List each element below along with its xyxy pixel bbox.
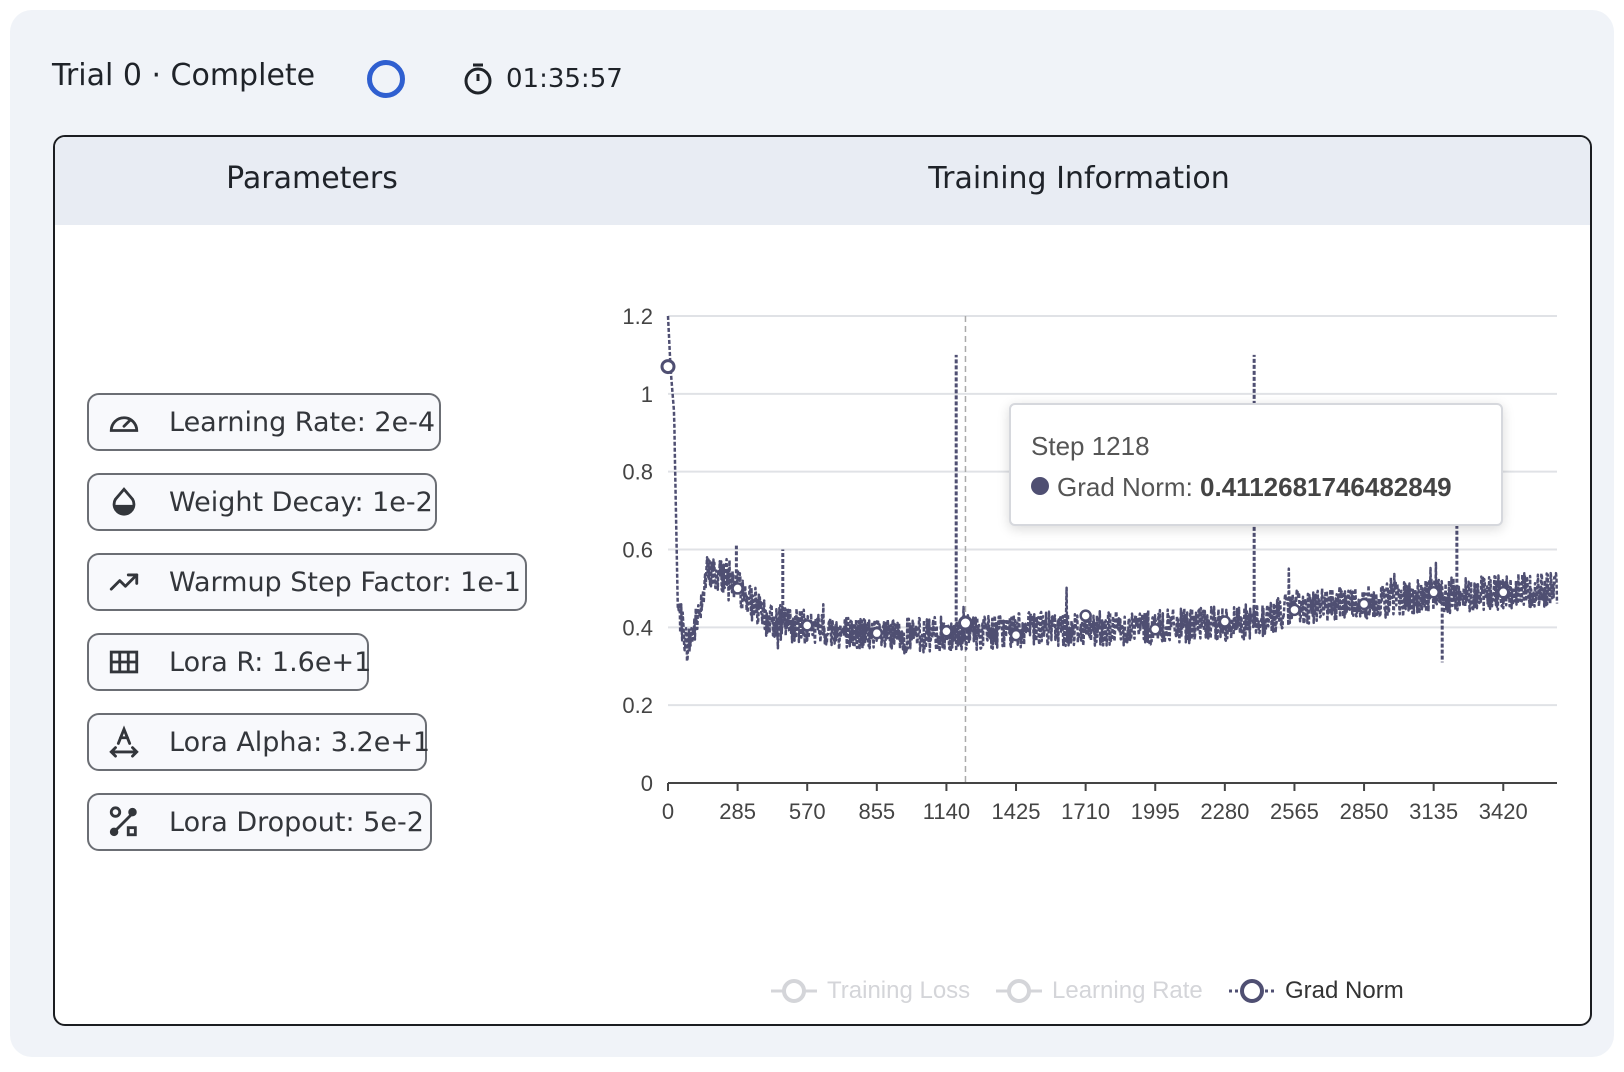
series-dot-icon [1031,477,1049,495]
legend-line-icon [1229,979,1275,1003]
droplet-icon [112,487,136,516]
x-tick-label: 2850 [1340,799,1389,824]
trending-up-icon [109,573,139,591]
elapsed-time: 01:35:57 [506,64,623,94]
letter-spacing-icon [109,725,139,758]
y-tick-label: 1.2 [622,304,653,329]
chart-tooltip: Step 1218 Grad Norm: 0.4112681746482849 [1009,403,1503,526]
training-heading: Training Information [928,161,1230,196]
status-ring-icon [367,60,405,98]
param-label: Lora R: 1.6e+1 [169,646,372,678]
grad-norm-line [666,315,1559,663]
legend-label: Training Loss [827,977,971,1004]
route-icon [109,806,137,837]
tooltip-step: Step 1218 [1031,431,1150,461]
y-tick-label: 0 [641,771,653,796]
grad-norm-chart[interactable]: 0 0.2 0.4 0.6 0.8 1 1.2 0 285 570 855 1140 1425 1710 1… [55,137,1590,1024]
param-warmup-step-factor: Warmup Step Factor: 1e-1 [87,553,527,611]
legend-line-icon [996,979,1042,1003]
param-label: Weight Decay: 1e-2 [169,486,433,518]
y-tick-label: 0.8 [622,460,653,485]
grad-norm-marker [1427,586,1440,599]
x-tick-label: 3420 [1479,799,1528,824]
param-lora-alpha: Lora Alpha: 3.2e+1 [87,713,431,771]
parameters-heading: Parameters [226,161,398,196]
panel-header: Parameters Training Information [55,137,1590,225]
x-tick-label: 1140 [923,799,970,824]
y-tick-label: 0.6 [622,538,653,563]
grad-norm-marker [1148,623,1162,636]
grad-norm-marker [957,615,973,631]
tooltip-row: Grad Norm: 0.4112681746482849 [1031,472,1452,503]
param-learning-rate: Learning Rate: 2e-4 [87,393,441,451]
legend-learning-rate[interactable]: Learning Rate [994,977,1203,1005]
grad-norm-marker [1009,628,1023,642]
param-label: Lora Dropout: 5e-2 [169,806,424,838]
x-tick-label: 1710 [1061,799,1110,824]
grad-norm-marker [1357,597,1371,611]
param-label: Lora Alpha: 3.2e+1 [169,726,431,758]
gauge-icon [109,416,139,432]
grid-icon [109,650,139,674]
timer-icon [464,63,492,95]
grad-norm-marker [1497,586,1510,599]
x-tick-label: 0 [662,799,674,824]
param-label: Learning Rate: 2e-4 [169,406,436,438]
x-tick-label: 285 [719,799,756,824]
x-tick-label: 570 [789,799,826,824]
legend-training-loss[interactable]: Training Loss [769,977,970,1005]
param-lora-dropout: Lora Dropout: 5e-2 [87,793,432,851]
grad-norm-marker [870,626,884,640]
param-label: Warmup Step Factor: 1e-1 [169,566,521,598]
grad-norm-marker [1218,615,1232,628]
legend-grad-norm[interactable]: Grad Norm [1227,977,1404,1005]
grad-norm-marker [940,624,953,638]
grad-norm-marker [800,619,814,632]
param-lora-r: Lora R: 1.6e+1 [87,633,372,691]
param-weight-decay: Weight Decay: 1e-2 [87,473,437,531]
grad-norm-marker [1079,609,1092,622]
y-tick-label: 0.4 [622,615,653,640]
x-tick-label: 2565 [1270,799,1319,824]
legend-label: Learning Rate [1052,977,1203,1004]
x-tick-label: 3135 [1409,799,1458,824]
x-tick-label: 1995 [1131,799,1180,824]
trial-card: Trial 0 · Complete 01:35:57 Parameters T… [10,10,1614,1057]
x-tick-label: 1425 [992,799,1041,824]
trial-panel: Parameters Training Information Learning… [53,135,1592,1026]
trial-title: Trial 0 · Complete [52,58,316,93]
grad-norm-marker [731,582,744,595]
y-tick-label: 0.2 [622,693,653,718]
legend-line-icon [771,979,817,1003]
x-tick-label: 855 [858,799,895,824]
grad-norm-marker [1288,603,1301,617]
tooltip-series: Grad Norm: [1057,472,1201,502]
y-tick-label: 1 [641,382,653,407]
tooltip-value: 0.4112681746482849 [1200,472,1452,502]
grad-norm-marker [660,359,676,375]
x-tick-label: 2280 [1200,799,1249,824]
legend-label: Grad Norm [1285,977,1404,1004]
